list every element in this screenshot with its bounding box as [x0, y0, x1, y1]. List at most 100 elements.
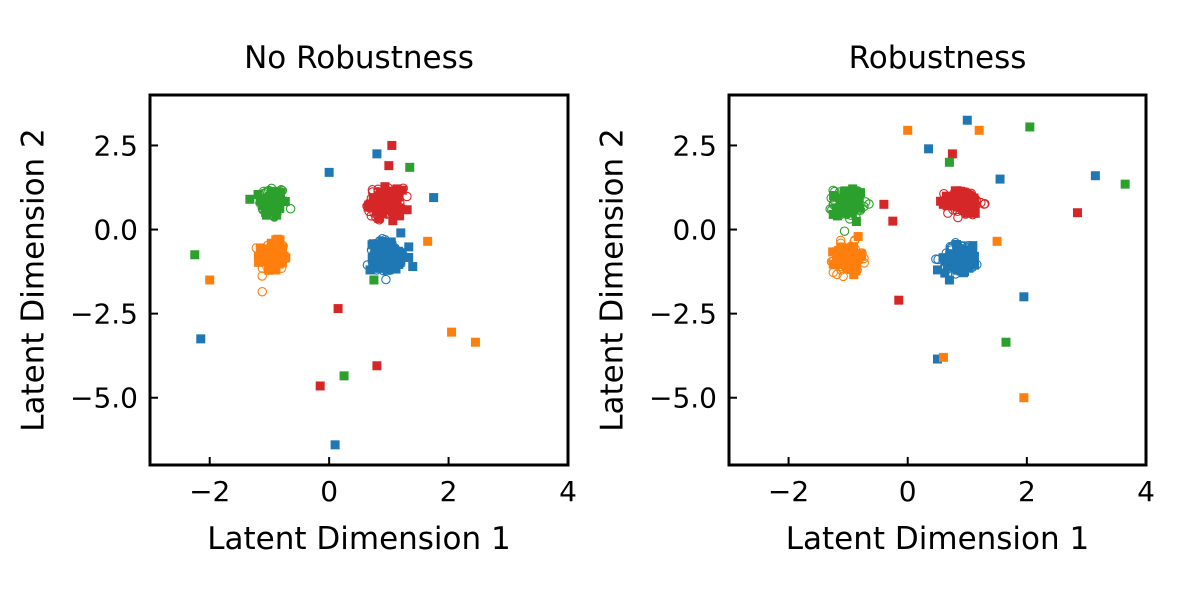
cluster-point-square — [962, 197, 972, 207]
cluster-point-square — [382, 237, 392, 247]
cluster-point-square — [842, 262, 852, 272]
cluster-point-square — [392, 184, 402, 194]
cluster-point-square — [839, 187, 849, 197]
cluster-point-square — [845, 200, 855, 210]
cluster-point-square — [848, 184, 858, 194]
cluster-point-square — [391, 200, 401, 210]
x-tick-label: 4 — [559, 475, 577, 508]
y-tick-label: 2.5 — [672, 129, 717, 162]
scatter-point — [387, 140, 397, 150]
cluster-point-square — [957, 247, 967, 257]
cluster-point-circle — [832, 269, 842, 280]
x-axis-label: Latent Dimension 1 — [207, 521, 511, 557]
cluster-point-square — [272, 252, 282, 262]
cluster-point-square — [942, 201, 952, 211]
cluster-point-square — [376, 188, 386, 198]
cluster-point-square — [960, 254, 970, 264]
scatter-point — [947, 149, 957, 159]
cluster-point-square — [378, 197, 388, 207]
cluster-point-square — [380, 182, 390, 192]
cluster-point-square — [943, 262, 953, 272]
cluster-point-square — [383, 186, 393, 196]
cluster-point-square — [380, 249, 390, 259]
scatter-point — [974, 125, 984, 135]
scatter-points — [190, 140, 480, 450]
cluster-point-square — [848, 242, 858, 252]
scatter-point — [903, 125, 913, 135]
scatter-point — [333, 304, 343, 314]
cluster-point-square — [831, 203, 841, 213]
cluster-point-square — [397, 185, 407, 195]
cluster-point-square — [959, 205, 969, 215]
cluster-point-square — [245, 194, 255, 204]
scatter-point — [372, 361, 382, 371]
scatter-point — [330, 440, 340, 450]
cluster-point-square — [271, 207, 281, 217]
axis-ticks: −2 0 2 4 2.5 0.0 −2.5 −5.0 — [649, 129, 1155, 508]
panel-no-robustness: No Robustness Latent Dimension 1 Latent … — [16, 40, 577, 557]
cluster-point-square — [837, 246, 847, 256]
cluster-point-square — [959, 268, 969, 278]
scatter-point — [396, 228, 406, 238]
scatter-point — [470, 337, 480, 347]
cluster-point-square — [835, 194, 845, 204]
cluster-point-square — [940, 253, 950, 263]
cluster-point-square — [381, 244, 391, 254]
cluster-point-circle — [839, 226, 850, 236]
scatter-point — [1019, 292, 1029, 302]
cluster-point-circle — [257, 286, 267, 297]
scatter-point — [1025, 122, 1035, 132]
cluster-point-square — [956, 193, 966, 203]
cluster-point-square — [968, 207, 978, 217]
cluster-point-square — [387, 207, 397, 217]
scatter-point — [339, 371, 349, 381]
scatter-point — [962, 115, 972, 125]
scatter-point — [944, 275, 954, 285]
cluster-point-square — [271, 259, 281, 269]
plot-frame — [727, 93, 1148, 467]
cluster-point-square — [840, 200, 850, 210]
y-axis-label: Latent Dimension 2 — [16, 128, 52, 432]
scatter-point — [190, 250, 200, 260]
scatter-point — [196, 334, 206, 344]
scatter-point — [205, 275, 215, 285]
cluster-point-square — [402, 205, 412, 215]
cluster-point-square — [253, 190, 263, 200]
scatter-point — [324, 167, 334, 177]
cluster-point-square — [374, 213, 384, 223]
cluster-point-square — [271, 197, 281, 207]
cluster-point-square — [940, 268, 950, 278]
y-tick-label: −5.0 — [70, 382, 138, 415]
scatter-point — [888, 216, 898, 226]
cluster-point-square — [395, 211, 405, 221]
cluster-point-circle — [285, 204, 296, 214]
x-axis-label: Latent Dimension 1 — [786, 521, 1090, 557]
scatter-point — [1019, 393, 1029, 403]
scatter-point — [1090, 171, 1100, 181]
cluster-point-square — [834, 256, 844, 266]
scatter-points — [825, 115, 1130, 403]
cluster-point-square — [829, 191, 839, 201]
x-tick-label: −2 — [768, 475, 809, 508]
scatter-point — [372, 149, 382, 159]
scatter-point — [1072, 208, 1082, 218]
scatter-point — [933, 265, 942, 275]
cluster-point-square — [388, 216, 398, 226]
scatter-point — [384, 161, 394, 171]
cluster-point-square — [841, 253, 851, 263]
y-tick-label: 2.5 — [93, 129, 138, 162]
scatter-point — [944, 157, 954, 167]
scatter-point — [1001, 337, 1011, 347]
scatter-point — [447, 327, 457, 337]
cluster-point-square — [261, 206, 271, 216]
y-tick-label: −2.5 — [649, 298, 717, 331]
cluster-point-square — [956, 186, 966, 196]
scatter-point — [828, 209, 838, 219]
cluster-point-square — [368, 193, 378, 203]
cluster-point-square — [261, 255, 271, 265]
scatter-point — [924, 144, 934, 154]
cluster-point-square — [253, 251, 263, 261]
chart-title: Robustness — [849, 40, 1027, 76]
cluster-point-square — [280, 197, 290, 207]
